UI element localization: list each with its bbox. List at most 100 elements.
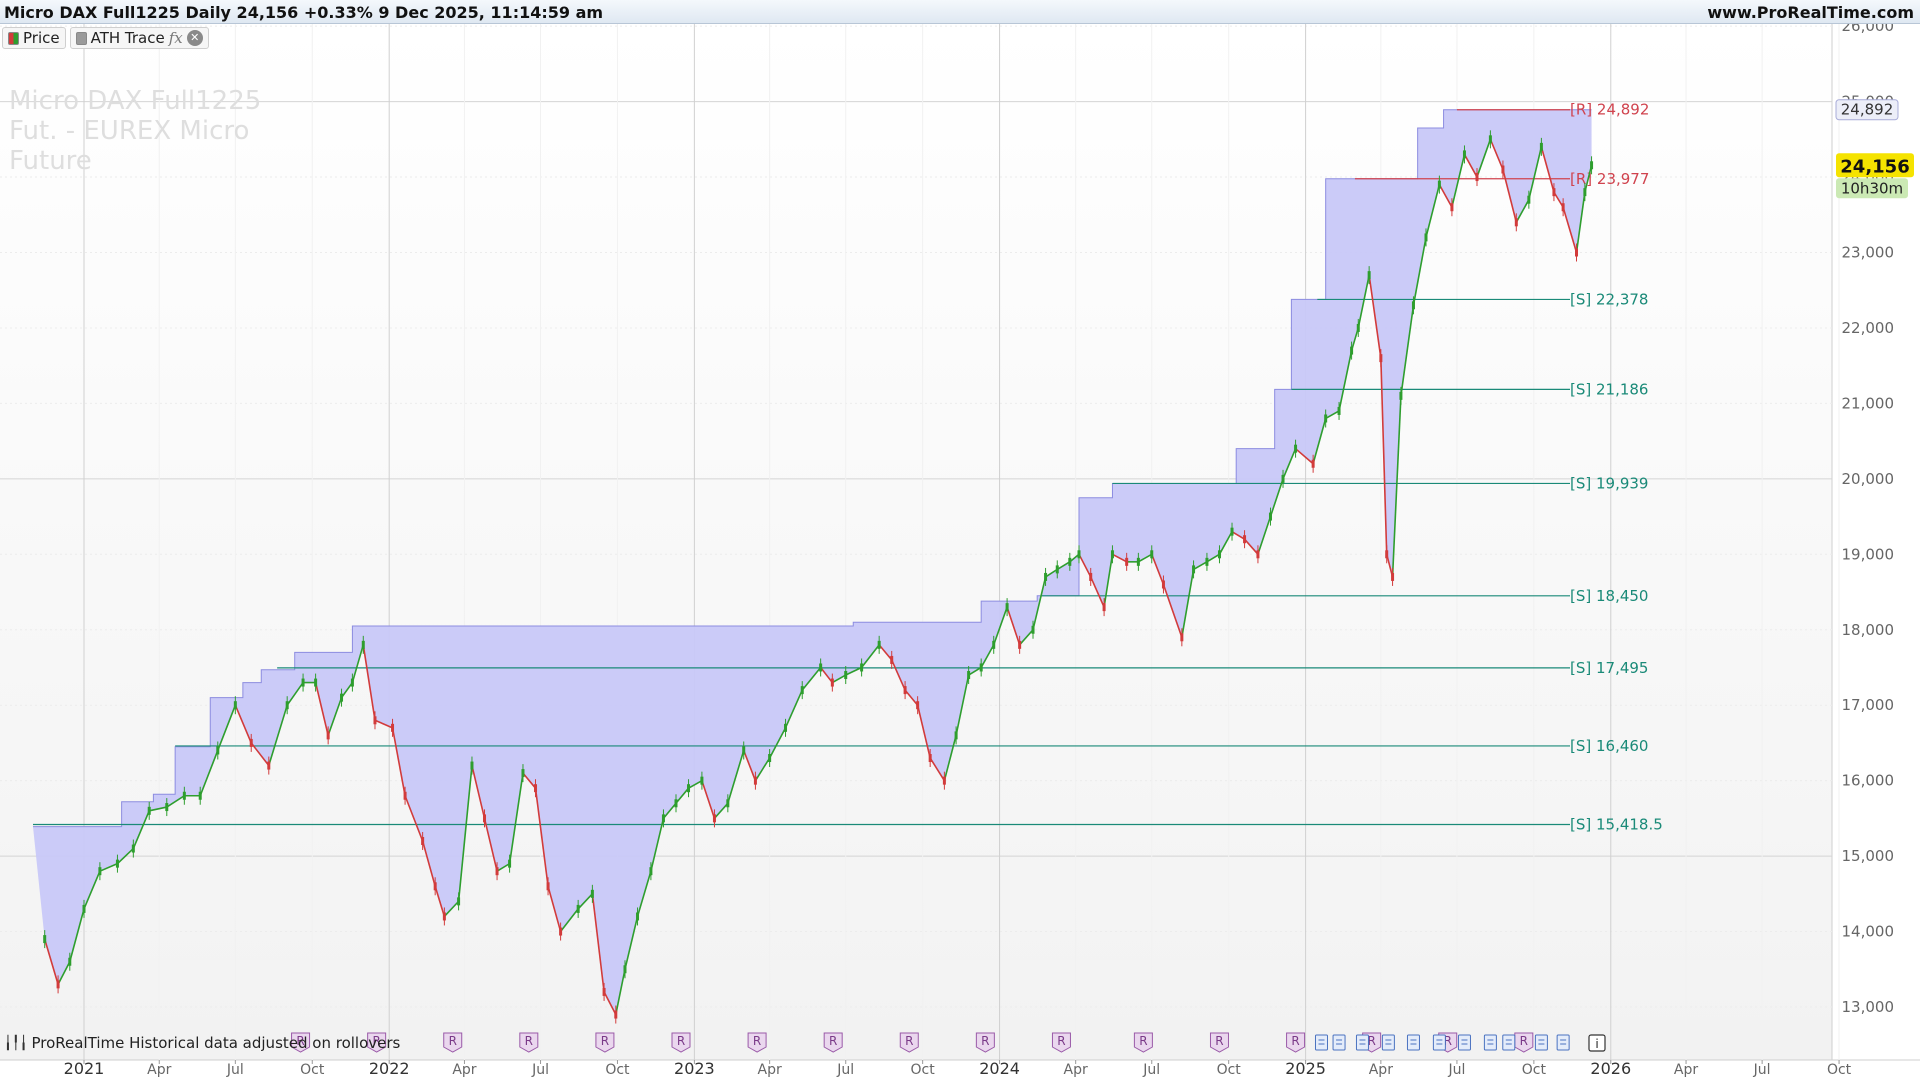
price-candle bbox=[954, 731, 958, 740]
price-segment bbox=[1089, 576, 1105, 608]
price-candle bbox=[433, 882, 437, 891]
price-candle bbox=[712, 814, 716, 823]
price-segment bbox=[374, 719, 393, 729]
price-segment bbox=[603, 991, 617, 1015]
price-candle bbox=[115, 859, 119, 868]
price-segment bbox=[831, 674, 847, 684]
price-segment bbox=[768, 727, 787, 759]
price-candle bbox=[1356, 323, 1360, 332]
x-tick-label: Oct bbox=[1522, 1062, 1547, 1078]
report-marker-icon bbox=[1556, 1034, 1570, 1051]
price-segment bbox=[443, 900, 460, 918]
price-candle bbox=[928, 754, 932, 763]
price-candle bbox=[768, 754, 772, 763]
price-segment bbox=[199, 750, 219, 797]
price-candle bbox=[216, 746, 220, 755]
site-link[interactable]: www.ProRealTime.com bbox=[1707, 3, 1914, 22]
price-segment bbox=[688, 779, 703, 789]
x-tick-label: Oct bbox=[911, 1062, 936, 1078]
price-segment bbox=[1006, 606, 1021, 646]
price-segment bbox=[968, 666, 982, 676]
rollover-marker-icon bbox=[1133, 1032, 1153, 1053]
price-candle bbox=[1527, 195, 1531, 204]
price-segment bbox=[1269, 478, 1284, 517]
price-segment bbox=[650, 818, 665, 872]
price-candle bbox=[602, 987, 606, 996]
price-segment bbox=[662, 802, 677, 819]
x-tick-label: Apr bbox=[452, 1062, 476, 1078]
price-candle bbox=[992, 640, 996, 649]
price-segment bbox=[784, 689, 803, 729]
price-segment bbox=[250, 742, 270, 767]
price-segment bbox=[801, 666, 822, 691]
price-candle bbox=[1539, 142, 1543, 151]
price-candle bbox=[1180, 633, 1184, 642]
rollover-marker-label: R bbox=[1520, 1034, 1528, 1048]
rollover-marker-label: R bbox=[525, 1034, 533, 1048]
price-segment bbox=[916, 705, 931, 759]
rollover-marker-label: R bbox=[1291, 1034, 1299, 1048]
legend-price-label: Price bbox=[23, 29, 60, 47]
support-level-label: [S] 22,378 bbox=[1570, 290, 1648, 308]
price-segment bbox=[1476, 139, 1492, 178]
legend-ath-chip[interactable]: ATH Trace fx ✕ bbox=[69, 27, 209, 49]
price-segment bbox=[1078, 553, 1092, 578]
price-candle bbox=[1424, 233, 1428, 242]
x-tick-label: Jul bbox=[1753, 1062, 1771, 1078]
price-segment bbox=[69, 908, 85, 962]
y-tick-label: 17,000 bbox=[1842, 696, 1895, 714]
price-segment bbox=[1540, 146, 1555, 193]
price-segment bbox=[675, 787, 690, 804]
price-candle bbox=[784, 723, 788, 732]
legend-price-chip[interactable]: Price bbox=[2, 27, 66, 49]
price-candle bbox=[1192, 565, 1196, 574]
price-candle bbox=[182, 791, 186, 800]
price-segment bbox=[1400, 305, 1415, 396]
rollover-marker-icon bbox=[975, 1032, 995, 1053]
price-candle bbox=[1590, 161, 1594, 170]
price-candle bbox=[1391, 572, 1395, 581]
resistance-level-label: [R] 23,977 bbox=[1570, 170, 1649, 188]
formula-icon[interactable]: fx bbox=[168, 29, 183, 47]
price-segment bbox=[754, 757, 771, 782]
price-candle bbox=[1379, 354, 1383, 363]
price-segment bbox=[166, 795, 185, 808]
price-candle bbox=[661, 814, 665, 823]
price-segment bbox=[980, 644, 995, 668]
price-candle bbox=[687, 784, 691, 793]
price-candle bbox=[1450, 203, 1454, 212]
bar-timer-label: 10h30m bbox=[1841, 179, 1903, 197]
y-tick-label: 23,000 bbox=[1842, 244, 1895, 262]
price-candle bbox=[1514, 218, 1518, 227]
price-candle bbox=[1501, 165, 1505, 174]
support-level-label: [S] 17,495 bbox=[1570, 659, 1648, 677]
price-segment bbox=[1206, 553, 1220, 563]
price-candle bbox=[534, 784, 538, 793]
rollover-marker-label: R bbox=[981, 1034, 989, 1048]
price-candle bbox=[726, 799, 730, 808]
support-level-label: [S] 18,450 bbox=[1570, 587, 1648, 605]
price-candle bbox=[636, 912, 640, 921]
support-level-label: [S] 21,186 bbox=[1570, 380, 1648, 398]
price-segment bbox=[1112, 553, 1128, 563]
price-segment bbox=[314, 682, 329, 736]
x-tick-label: Oct bbox=[1217, 1062, 1242, 1078]
price-segment bbox=[1325, 410, 1340, 420]
price-candle bbox=[314, 678, 318, 687]
rollover-marker-label: R bbox=[677, 1034, 685, 1048]
indicator-legend: Price ATH Trace fx ✕ bbox=[2, 27, 209, 49]
price-candle bbox=[1018, 640, 1022, 649]
price-segment bbox=[1181, 569, 1195, 638]
price-segment bbox=[1489, 139, 1504, 170]
price-candle bbox=[1044, 572, 1048, 581]
time-axis-background bbox=[0, 1060, 1920, 1080]
price-segment bbox=[636, 870, 652, 917]
price-candle bbox=[1150, 550, 1154, 559]
price-segment bbox=[1528, 146, 1543, 200]
price-segment bbox=[1438, 184, 1453, 208]
close-icon[interactable]: ✕ bbox=[186, 30, 203, 46]
rollover-marker-label: R bbox=[1367, 1034, 1375, 1048]
price-candle bbox=[1367, 271, 1371, 280]
price-segment bbox=[1562, 207, 1578, 253]
